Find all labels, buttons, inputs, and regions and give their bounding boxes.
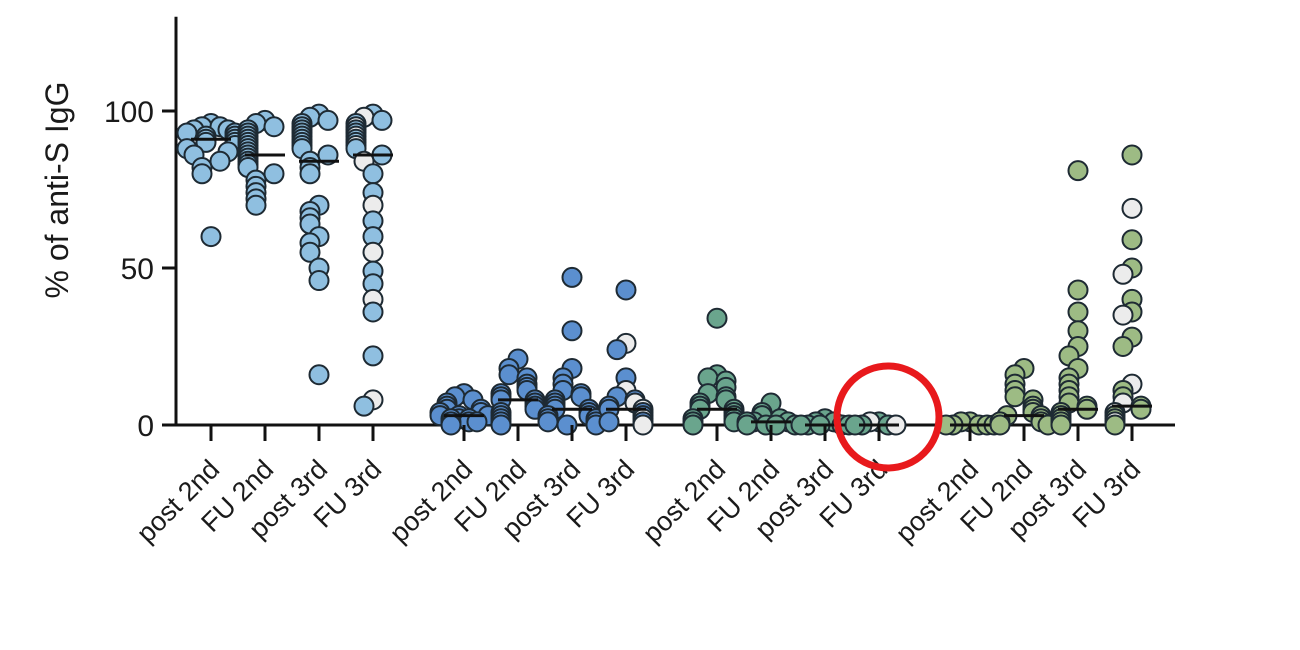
data-point [308, 270, 330, 292]
data-points [176, 103, 1152, 436]
data-point [1067, 279, 1089, 301]
data-point [263, 163, 285, 185]
data-point [1121, 144, 1143, 166]
data-point [989, 414, 1011, 436]
y-tick-label: 100 [104, 96, 154, 129]
data-point [1121, 197, 1143, 219]
data-point [1130, 398, 1152, 420]
data-point [498, 364, 520, 386]
data-point [362, 345, 384, 367]
data-point [362, 241, 384, 263]
data-point [440, 414, 462, 436]
data-point [317, 144, 339, 166]
data-point [1104, 414, 1126, 436]
data-point [209, 150, 231, 172]
data-point [1121, 229, 1143, 251]
data-point [317, 109, 339, 131]
y-tick-label: 50 [121, 253, 154, 286]
data-point [263, 116, 285, 138]
data-point [1112, 336, 1134, 357]
data-point [1050, 414, 1072, 436]
data-point [1112, 304, 1134, 326]
y-axis-ticks: 0 50 100 [104, 96, 176, 443]
data-point [561, 266, 583, 288]
data-point [632, 414, 654, 436]
data-point [1067, 160, 1089, 182]
data-point [490, 414, 512, 436]
data-point [736, 414, 758, 436]
data-point [466, 411, 488, 433]
data-point [1004, 386, 1026, 408]
data-point [308, 364, 330, 386]
data-point [362, 301, 384, 323]
data-point [200, 226, 222, 248]
data-point [1067, 301, 1089, 323]
highlight-ring [833, 362, 943, 472]
data-point [765, 414, 787, 436]
y-tick-label: 0 [137, 410, 154, 443]
data-point [706, 307, 728, 329]
data-point [561, 320, 583, 342]
data-point [598, 411, 620, 433]
highlight-annotation [833, 362, 943, 472]
data-point [371, 109, 393, 131]
data-point [606, 339, 628, 361]
y-axis-label: % of anti-S IgG [39, 82, 75, 299]
data-point [615, 279, 637, 301]
data-point [191, 163, 213, 185]
data-point [362, 163, 384, 185]
data-point [299, 241, 321, 263]
data-point [353, 395, 375, 417]
data-point [195, 131, 217, 153]
data-point [537, 411, 559, 433]
data-point [245, 194, 267, 216]
data-point [299, 163, 321, 185]
data-point [1112, 263, 1134, 285]
data-point [556, 414, 578, 436]
data-point [682, 414, 704, 436]
